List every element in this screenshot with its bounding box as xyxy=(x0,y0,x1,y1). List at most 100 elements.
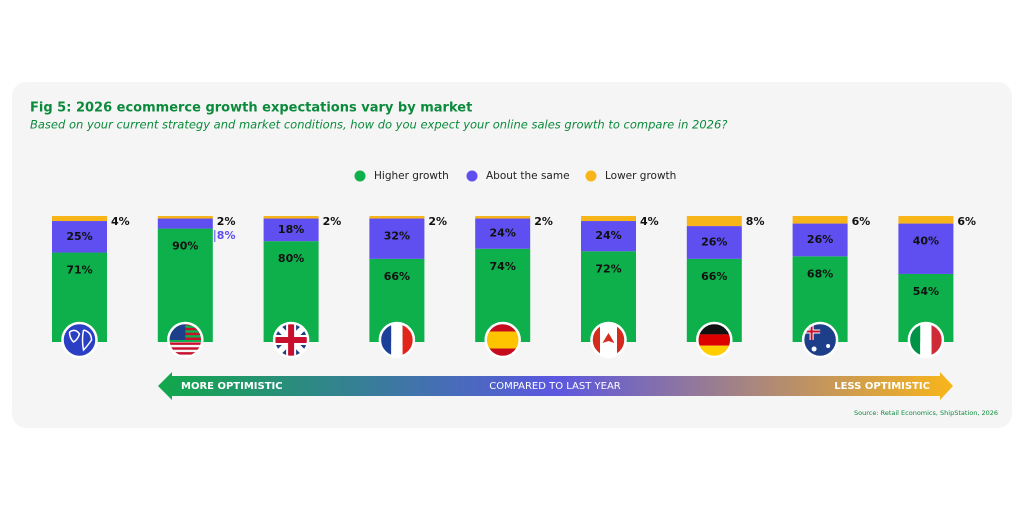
flag-part xyxy=(931,323,943,357)
flag-part xyxy=(908,323,921,357)
value-label: 66% xyxy=(701,270,727,283)
flag-border xyxy=(484,321,521,359)
value-label: 54% xyxy=(913,285,939,298)
flag-part xyxy=(617,323,626,357)
arrow-left-label: MORE OPTIMISTIC xyxy=(181,381,283,392)
flag-part xyxy=(168,352,203,355)
bar-segment xyxy=(898,223,954,274)
bar-segment xyxy=(792,223,848,257)
value-label: 6% xyxy=(957,215,976,228)
bar-segment xyxy=(686,216,742,227)
chart-title: Fig 5: 2026 ecommerce growth expectation… xyxy=(30,101,472,116)
value-label: 2% xyxy=(217,215,236,228)
flag-part xyxy=(602,333,615,343)
flag-part xyxy=(591,323,600,357)
flag-part xyxy=(168,347,203,350)
bar-segment xyxy=(898,216,954,224)
value-label: 68% xyxy=(807,267,833,280)
flag-part xyxy=(920,323,932,357)
arrow-center-label: COMPARED TO LAST YEAR xyxy=(489,381,621,392)
flag xyxy=(907,321,945,359)
value-label: 26% xyxy=(701,235,727,248)
legend-swatch xyxy=(585,170,597,182)
value-label: 32% xyxy=(384,230,410,243)
flag xyxy=(378,321,416,359)
flag-border xyxy=(61,321,98,359)
value-label: 6% xyxy=(852,215,871,228)
value-label: 80% xyxy=(278,252,304,265)
value-label: 8% xyxy=(217,229,236,242)
bar-segment xyxy=(581,221,636,252)
bar-segment xyxy=(263,218,319,242)
value-label: 72% xyxy=(595,262,621,275)
legend-label: About the same xyxy=(486,170,570,182)
bar-segment xyxy=(369,218,425,259)
flag xyxy=(272,321,310,359)
legend-label: Lower growth xyxy=(605,170,676,182)
value-label: 66% xyxy=(384,270,410,283)
flag-body xyxy=(168,323,203,355)
flag-part xyxy=(274,337,309,343)
chart-subtitle: Based on your current strategy and marke… xyxy=(30,118,727,132)
bar-segment xyxy=(157,216,213,219)
bar-segment xyxy=(52,221,107,253)
flag-border xyxy=(378,321,416,359)
value-label: 90% xyxy=(172,240,198,253)
value-label: 24% xyxy=(490,227,516,240)
flag xyxy=(801,321,839,359)
value-label: 2% xyxy=(428,215,447,228)
bar-segment xyxy=(792,216,848,224)
flag-part xyxy=(697,345,732,357)
flag-border xyxy=(907,321,945,359)
flag-border xyxy=(696,321,733,359)
value-label: 24% xyxy=(595,229,621,242)
flag xyxy=(590,321,627,359)
flag-part xyxy=(697,323,732,335)
value-label: 71% xyxy=(66,264,92,277)
bar-segment xyxy=(52,216,107,222)
flag-part xyxy=(391,323,403,357)
flag-part xyxy=(485,331,520,349)
value-label: 2% xyxy=(534,215,553,228)
flag-part xyxy=(826,344,831,348)
flag-part xyxy=(811,346,817,352)
flag-border xyxy=(167,321,204,359)
flag xyxy=(61,321,98,359)
flag-body xyxy=(379,323,414,357)
flag xyxy=(696,321,733,359)
flag-border xyxy=(801,321,839,359)
flag-body xyxy=(697,323,732,357)
bar-segment xyxy=(581,216,636,222)
legend-swatch xyxy=(354,170,366,182)
value-label: 26% xyxy=(807,233,833,246)
flag-border xyxy=(272,321,310,359)
flag-border xyxy=(590,321,627,359)
flag-part xyxy=(379,323,392,357)
value-label: 18% xyxy=(278,223,304,236)
bar-segment xyxy=(157,218,213,229)
flag-part xyxy=(168,342,203,345)
flag xyxy=(167,321,204,359)
bar-segment xyxy=(475,218,531,249)
value-label: 8% xyxy=(746,215,765,228)
legend-swatch xyxy=(466,170,478,182)
flag-part xyxy=(68,329,93,352)
direction-arrow xyxy=(158,372,953,400)
bar-segment xyxy=(369,216,425,219)
value-label: 25% xyxy=(66,230,92,243)
value-label: 4% xyxy=(111,215,130,228)
value-label: 2% xyxy=(323,215,342,228)
value-label: 4% xyxy=(640,215,659,228)
flag-part xyxy=(810,323,813,340)
bar-segment xyxy=(475,216,531,219)
arrow-right-label: LESS OPTIMISTIC xyxy=(834,381,930,392)
flag-body xyxy=(908,323,943,357)
legend-label: Higher growth xyxy=(374,170,449,182)
value-label: 40% xyxy=(913,235,939,248)
flag-part xyxy=(402,323,414,357)
bar-segment xyxy=(263,216,319,219)
flag-part xyxy=(697,334,732,346)
flag xyxy=(484,321,521,359)
value-label: 74% xyxy=(490,260,516,273)
